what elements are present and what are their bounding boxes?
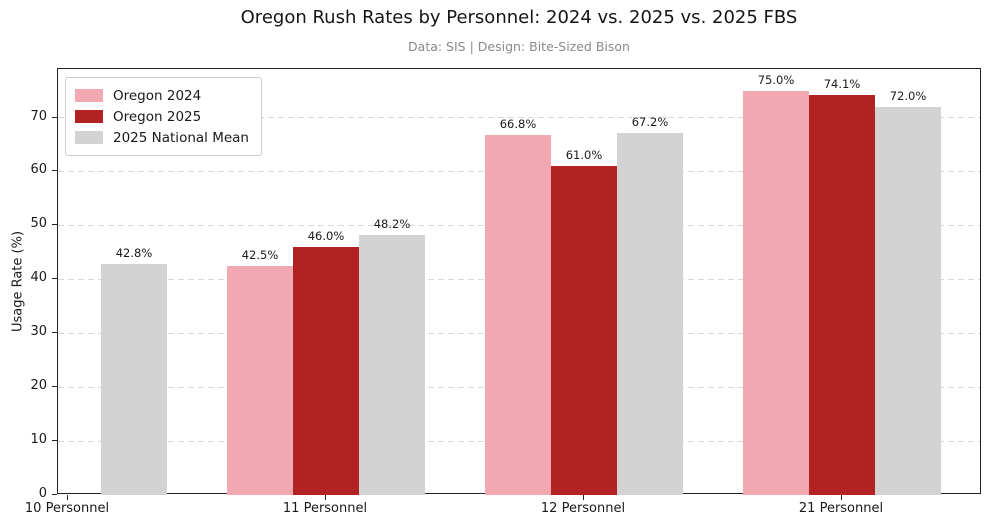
gridline-y-70 [58, 117, 980, 119]
plot-area: 42.5% 66.8% 75.0% 46.0% 61.0% 74.1% 42.8% 48.2%… [57, 68, 981, 495]
y-tick-mark-0 [52, 494, 57, 495]
legend-item-oregon-2024: Oregon 2024 [75, 85, 249, 106]
bar-oregon-2025-12-personnel [551, 166, 617, 495]
bar-value-label-oregon-2025-11-personnel: 46.0% [307, 228, 345, 243]
bar-value-label-oregon-2025-12-personnel: 61.0% [565, 148, 603, 163]
bar-2025-national-mean-12-personnel [617, 132, 683, 495]
bar-value-label-2025-national-mean-21-personnel: 72.0% [889, 88, 927, 103]
y-tick-label-30: 30 [30, 324, 47, 340]
y-tick-label-40: 40 [30, 270, 47, 286]
y-tick-mark-30 [52, 332, 57, 334]
y-tick-mark-10 [52, 440, 57, 442]
x-tick-label-12-personnel: 12 Personnel [540, 501, 626, 516]
bar-value-label-2025-national-mean-12-personnel: 67.2% [631, 114, 669, 129]
y-tick-label-20: 20 [30, 378, 47, 394]
legend: Oregon 2024 Oregon 2025 2025 National Mean [65, 77, 262, 156]
bar-value-label-oregon-2024-11-personnel: 42.5% [241, 247, 279, 262]
bar-value-label-2025-national-mean-10-personnel: 42.8% [115, 246, 153, 261]
bar-value-label-2025-national-mean-11-personnel: 48.2% [373, 217, 411, 232]
y-tick-label-70: 70 [30, 108, 47, 124]
x-tick-label-10-personnel: 10 Personnel [24, 501, 110, 516]
y-tick-mark-20 [52, 386, 57, 388]
bar-2025-national-mean-21-personnel [875, 106, 941, 495]
chart-title: Oregon Rush Rates by Personnel: 2024 vs.… [240, 7, 798, 28]
x-tick-label-21-personnel: 21 Personnel [798, 501, 884, 516]
x-tick-label-11-personnel: 11 Personnel [282, 501, 368, 516]
bar-oregon-2024-12-personnel [485, 134, 551, 495]
y-tick-mark-60 [52, 170, 57, 172]
legend-swatch-oregon-2024 [75, 89, 103, 102]
y-tick-label-10: 10 [30, 432, 47, 448]
bar-value-label-oregon-2024-12-personnel: 66.8% [499, 116, 537, 131]
x-tick-mark-10-personnel [67, 495, 68, 500]
x-tick-mark-21-personnel [841, 495, 842, 500]
legend-item-2025-national-mean: 2025 National Mean [75, 127, 249, 148]
bar-value-label-oregon-2024-21-personnel: 75.0% [757, 72, 795, 87]
legend-swatch-oregon-2025 [75, 110, 103, 123]
legend-label-oregon-2024: Oregon 2024 [113, 87, 202, 104]
bar-oregon-2025-21-personnel [809, 95, 875, 495]
bar-oregon-2024-21-personnel [743, 90, 809, 495]
bar-2025-national-mean-11-personnel [359, 235, 425, 495]
legend-item-oregon-2025: Oregon 2025 [75, 106, 249, 127]
legend-label-2025-national-mean: 2025 National Mean [113, 129, 249, 146]
bar-oregon-2025-11-personnel [293, 246, 359, 495]
y-tick-mark-70 [52, 116, 57, 118]
y-tick-label-0: 0 [38, 486, 47, 501]
x-tick-mark-12-personnel [583, 495, 584, 500]
bar-oregon-2024-11-personnel [227, 265, 293, 495]
y-tick-mark-50 [52, 224, 57, 226]
bar-2025-national-mean-10-personnel [101, 264, 167, 495]
bar-value-label-oregon-2025-21-personnel: 74.1% [823, 77, 861, 92]
legend-swatch-2025-national-mean [75, 131, 103, 144]
y-tick-label-60: 60 [30, 162, 47, 178]
y-tick-mark-40 [52, 278, 57, 280]
y-tick-label-50: 50 [30, 216, 47, 232]
legend-label-oregon-2025: Oregon 2025 [113, 108, 202, 125]
chart-subtitle: Data: SIS | Design: Bite-Sized Bison [408, 39, 630, 54]
x-tick-mark-11-personnel [325, 495, 326, 500]
